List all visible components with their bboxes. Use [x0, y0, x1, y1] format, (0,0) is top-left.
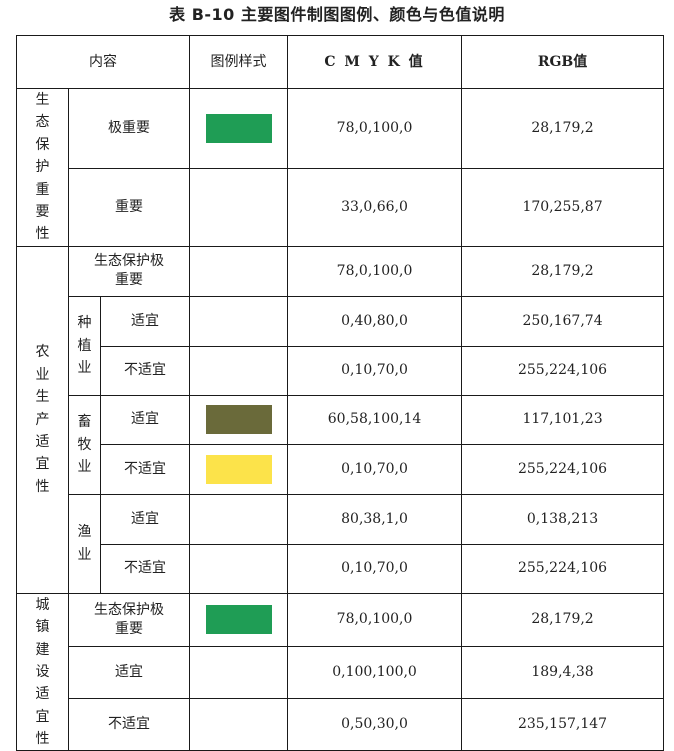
- rgb-value: 250,167,74: [461, 295, 665, 347]
- legend-swatch: [205, 454, 272, 484]
- table-row: 适宜 0,100,100,0 189,4,38: [17, 646, 665, 700]
- table-row: 渔业 适宜 80,38,1,0 0,138,213: [17, 493, 665, 594]
- subgroup-planting: 种植业: [68, 295, 101, 396]
- table-row: 农业生产适宜性 生态保护极重要 78,0,100,0 28,179,2: [16, 245, 665, 594]
- rgb-value: 255,224,106: [461, 443, 665, 495]
- group-agri: 农业生产适宜性: [16, 245, 69, 594]
- subgroup-livestock: 畜牧业: [68, 394, 101, 495]
- header-rgb: RGB值: [461, 35, 665, 89]
- legend-swatch-cell: [189, 88, 289, 169]
- cmyk-value: 78,0,100,0: [287, 88, 463, 169]
- rgb-value: 28,179,2: [461, 592, 665, 648]
- legend-swatch-cell: [189, 698, 289, 751]
- row-label: 生态保护极重要: [67, 592, 191, 648]
- cmyk-value: 0,10,70,0: [287, 345, 463, 396]
- row-label: 生态保护极重要: [67, 245, 191, 297]
- table-row: 种植业 适宜 0,40,80,0 250,167,74: [17, 295, 665, 396]
- row-label: 不适宜: [99, 543, 191, 594]
- table-row: 不适宜 0,10,70,0 255,224,106: [17, 543, 665, 594]
- rgb-value: 28,179,2: [461, 245, 665, 297]
- rgb-value: 235,157,147: [461, 698, 665, 751]
- subgroup-fishery: 渔业: [68, 493, 101, 594]
- table-row: 生态保护重要性 极重要 78,0,100,0 28,179,2: [16, 88, 665, 247]
- row-label: 不适宜: [99, 345, 191, 396]
- legend-swatch-cell: [189, 295, 289, 347]
- row-label: 重要: [67, 167, 191, 247]
- legend-swatch-cell: [189, 592, 289, 648]
- legend-swatch-cell: [189, 493, 289, 545]
- header-cmyk: C M Y K 值: [287, 35, 463, 89]
- group-urban: 城镇建设适宜性: [16, 592, 69, 751]
- legend-swatch-cell: [189, 394, 289, 445]
- header-style: 图例样式: [189, 35, 289, 89]
- legend-swatch-cell: [189, 646, 289, 700]
- cmyk-value: 78,0,100,0: [287, 245, 463, 297]
- legend-swatch-cell: [189, 543, 289, 594]
- legend-swatch-cell: [189, 245, 289, 297]
- row-label: 极重要: [67, 88, 191, 169]
- row-label: 适宜: [99, 394, 191, 445]
- legend-swatch-cell: [189, 167, 289, 247]
- cmyk-value: 0,10,70,0: [287, 443, 463, 495]
- cmyk-value: 0,50,30,0: [287, 698, 463, 751]
- legend-swatch-cell: [189, 345, 289, 396]
- cmyk-value: 60,58,100,14: [287, 394, 463, 445]
- header-row: 内容 图例样式 C M Y K 值 RGB值: [15, 35, 665, 89]
- row-label: 适宜: [67, 646, 191, 700]
- rgb-value: 255,224,106: [461, 345, 665, 396]
- row-label: 适宜: [99, 493, 191, 545]
- rgb-value: 0,138,213: [461, 493, 665, 545]
- row-label: 不适宜: [67, 698, 191, 751]
- row-label: 适宜: [99, 295, 191, 347]
- legend-swatch: [205, 113, 272, 143]
- row-label: 不适宜: [99, 443, 191, 495]
- legend-swatch-cell: [189, 443, 289, 495]
- cmyk-value: 80,38,1,0: [287, 493, 463, 545]
- table-row: 城镇建设适宜性 生态保护极重要 78,0,100,0 28,179,2: [16, 592, 665, 751]
- table-row: 不适宜 0,50,30,0 235,157,147: [17, 698, 665, 751]
- header-content: 内容: [15, 35, 191, 89]
- table-row: 不适宜 0,10,70,0 255,224,106: [17, 345, 665, 396]
- cmyk-value: 0,100,100,0: [287, 646, 463, 700]
- cmyk-value: 0,40,80,0: [287, 295, 463, 347]
- cmyk-value: 78,0,100,0: [287, 592, 463, 648]
- rgb-value: 255,224,106: [461, 543, 665, 594]
- rgb-value: 170,255,87: [461, 167, 665, 247]
- table-row: 不适宜 0,10,70,0 255,224,106: [17, 443, 665, 495]
- cmyk-value: 33,0,66,0: [287, 167, 463, 247]
- legend-table: 内容 图例样式 C M Y K 值 RGB值 生态保护重要性 极重要 78,0,…: [15, 35, 665, 751]
- table-row: 畜牧业 适宜 60,58,100,14 117,101,23: [17, 394, 665, 495]
- group-eco: 生态保护重要性: [16, 88, 69, 247]
- legend-swatch: [205, 605, 272, 635]
- table-row: 重要 33,0,66,0 170,255,87: [17, 167, 665, 247]
- rgb-value: 117,101,23: [461, 394, 665, 445]
- rgb-value: 189,4,38: [461, 646, 665, 700]
- cmyk-value: 0,10,70,0: [287, 543, 463, 594]
- rgb-value: 28,179,2: [461, 88, 665, 169]
- table-title: 表 B-10 主要图件制图图例、颜色与色值说明: [169, 5, 505, 24]
- legend-swatch: [205, 405, 272, 435]
